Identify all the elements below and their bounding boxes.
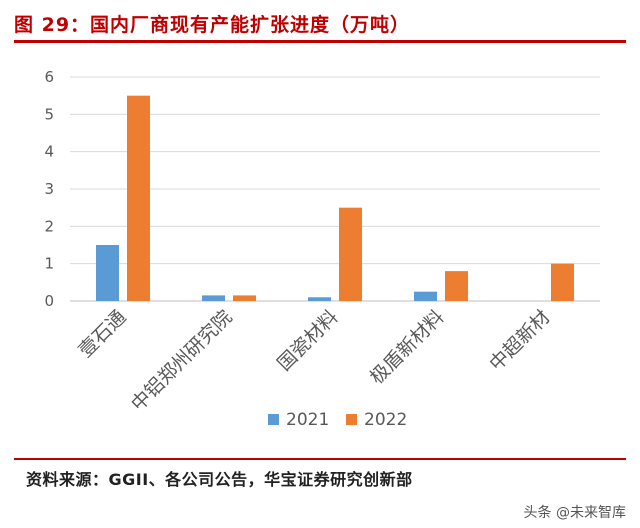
x-tick-label: 中铝郑州研究院 [127, 306, 237, 416]
bar-2022 [445, 271, 468, 301]
legend-swatch-2022 [346, 414, 357, 425]
bar-2022 [551, 263, 574, 301]
page-title: 图 29：国内厂商现有产能扩张进度（万吨） [14, 13, 411, 36]
title-divider [14, 40, 626, 43]
bar-2022 [339, 207, 362, 301]
x-tick-label: 国瓷材料 [273, 306, 342, 375]
legend-label-2021: 2021 [286, 410, 329, 430]
source-note: 资料来源：GGII、各公司公告，华宝证券研究创新部 [26, 470, 413, 489]
bar-2021 [96, 245, 119, 301]
legend-swatch-2021 [268, 414, 279, 425]
y-tick-label: 3 [44, 180, 54, 198]
y-tick-label: 0 [44, 292, 54, 310]
bar-2021 [308, 297, 331, 301]
y-tick-label: 4 [44, 143, 54, 161]
x-tick-label: 中超新材 [485, 306, 554, 375]
watermark: 头条 @未来智库 [523, 505, 626, 521]
bar-2021 [414, 291, 437, 301]
title-bar: 图 29：国内厂商现有产能扩张进度（万吨） [14, 8, 626, 38]
legend-label-2022: 2022 [364, 410, 407, 430]
y-tick-label: 1 [44, 255, 54, 273]
bar-2021 [202, 295, 225, 301]
y-tick-label: 2 [44, 217, 54, 235]
bar-2022 [127, 95, 150, 302]
y-tick-label: 5 [44, 105, 54, 123]
y-tick-label: 6 [44, 68, 54, 86]
x-tick-label: 极盾新材料 [366, 306, 449, 389]
footer-divider [14, 458, 626, 460]
bar-2022 [233, 295, 256, 301]
x-tick-label: 壹石通 [75, 306, 131, 362]
